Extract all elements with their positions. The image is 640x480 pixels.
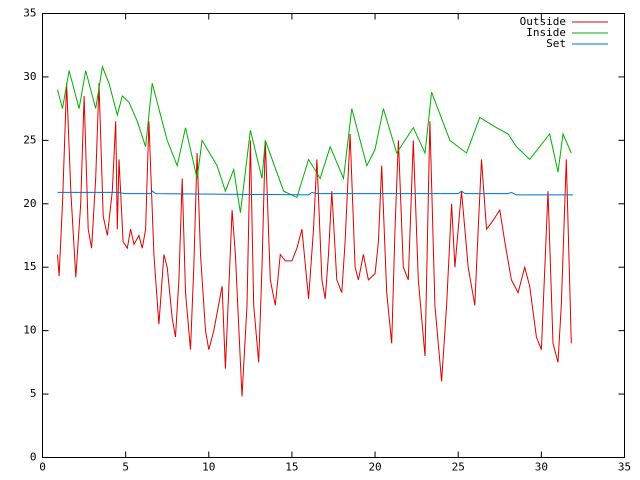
y-tick-label: 25 — [23, 133, 36, 146]
y-tick-label: 15 — [23, 260, 36, 273]
x-tick-label: 0 — [39, 461, 46, 474]
series-line — [57, 64, 572, 213]
y-tick-label: 35 — [23, 7, 36, 20]
y-tick-label: 5 — [30, 387, 37, 400]
series-line — [57, 83, 572, 397]
series-line — [57, 190, 573, 196]
y-tick-label: 0 — [30, 451, 37, 464]
x-tick-label: 10 — [202, 461, 215, 474]
y-tick-label: 20 — [23, 197, 36, 210]
y-tick-label: 10 — [23, 324, 36, 337]
x-tick-label: 20 — [368, 461, 381, 474]
x-tick-label: 35 — [618, 461, 631, 474]
x-tick-label: 30 — [535, 461, 548, 474]
x-tick-label: 5 — [122, 461, 129, 474]
x-tick-label: 25 — [452, 461, 465, 474]
plot-frame — [42, 13, 625, 458]
legend-label: Outside — [520, 15, 566, 28]
legend-label: Inside — [526, 26, 566, 39]
legend-label: Set — [546, 37, 566, 50]
x-tick-label: 15 — [285, 461, 298, 474]
y-tick-label: 30 — [23, 70, 36, 83]
